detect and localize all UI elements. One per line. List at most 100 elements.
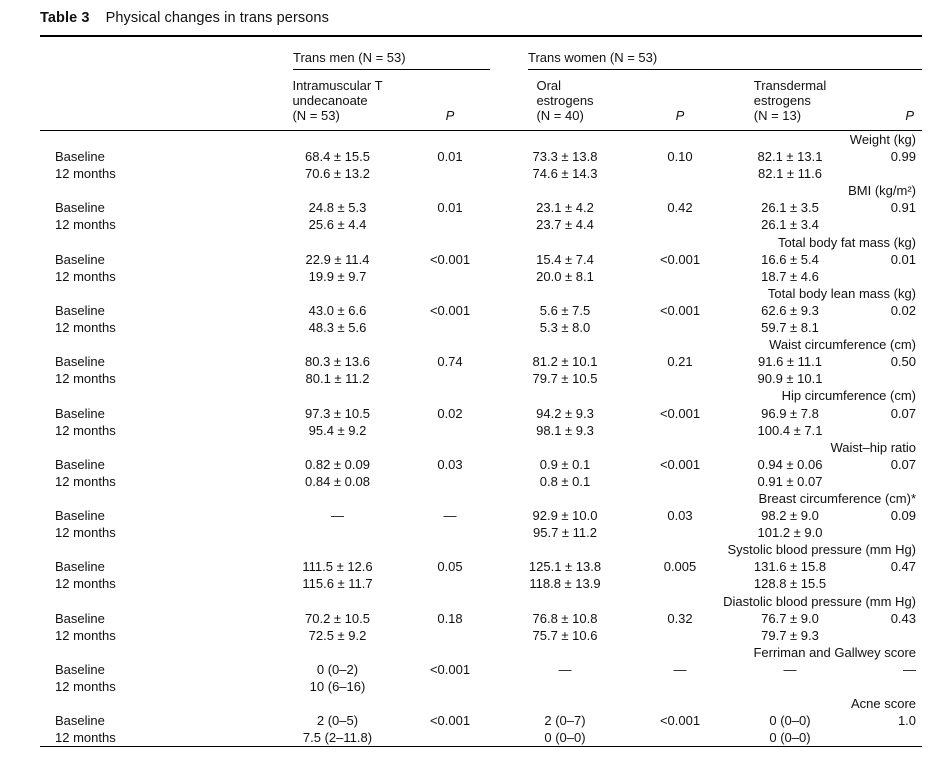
section-label: Breast circumference (cm)* — [758, 490, 917, 506]
section-row: Systolic blood pressure (mm Hg) — [40, 541, 922, 558]
value-cell: 10 (6–16) — [309, 679, 366, 694]
value-cell: 18.7 ± 4.6 — [761, 268, 819, 284]
p-value-cell — [410, 370, 490, 387]
p-value-cell: 0.02 — [437, 405, 463, 421]
value-cell: 0.82 ± 0.09 — [305, 456, 370, 472]
column-header-spacer — [40, 70, 265, 131]
column-header-row: Intramuscular T undecanoate (N = 53) P O… — [40, 70, 923, 131]
p-value-cell — [860, 627, 922, 644]
row-label: Baseline — [55, 149, 105, 165]
table-row: 12 months 19.9 ± 9.7 20.0 ± 8.1 18.7 ± 4.6 — [40, 268, 922, 285]
table-row: Baseline 97.3 ± 10.5 0.02 94.2 ± 9.3 <0.001 9… — [40, 405, 922, 422]
row-label: 12 months — [55, 627, 116, 643]
p-value-cell — [860, 524, 922, 541]
value-cell: 16.6 ± 5.4 — [761, 251, 819, 267]
p-value-cell — [860, 165, 922, 182]
value-cell: 5.6 ± 7.5 — [539, 302, 591, 318]
section-label: Total body fat mass (kg) — [778, 234, 917, 250]
p-value-cell: 0.99 — [890, 149, 917, 165]
value-cell: 70.6 ± 13.2 — [305, 166, 370, 182]
table-row: 12 months 25.6 ± 4.4 23.7 ± 4.4 26.1 ± 3.4 — [40, 216, 922, 233]
p-value-cell — [860, 422, 922, 439]
p-value-cell — [410, 216, 490, 233]
value-cell: 100.4 ± 7.1 — [757, 422, 823, 438]
table-label: Table 3 — [40, 10, 90, 26]
row-label: 12 months — [55, 268, 116, 284]
section-row: Waist–hip ratio — [40, 439, 922, 456]
table-row: Baseline 68.4 ± 15.5 0.01 73.3 ± 13.8 0.10 82… — [40, 148, 922, 165]
row-label: 12 months — [55, 320, 116, 336]
p-value-cell: 0.32 — [667, 610, 693, 626]
p-value-cell: <0.001 — [659, 713, 701, 729]
row-label: 12 months — [55, 371, 116, 387]
row-label: Baseline — [55, 302, 105, 318]
p-value-cell — [410, 729, 490, 747]
table-row: Baseline 80.3 ± 13.6 0.74 81.2 ± 10.1 0.21 91… — [40, 353, 922, 370]
value-cell: 76.7 ± 9.0 — [761, 610, 819, 626]
p-value-cell — [410, 524, 490, 541]
row-label: Baseline — [55, 200, 105, 216]
value-cell: 19.9 ± 9.7 — [308, 268, 367, 284]
p-value-cell — [410, 627, 490, 644]
table-row: 12 months 0.84 ± 0.08 0.8 ± 0.1 0.91 ± 0.07 — [40, 473, 922, 490]
value-cell: 82.1 ± 11.6 — [758, 166, 822, 182]
table-row: Baseline 111.5 ± 12.6 0.05 125.1 ± 13.8 0.00… — [40, 558, 922, 575]
table-row: 12 months 7.5 (2–11.8) 0 (0–0) 0 (0–0) — [40, 729, 922, 747]
section-row: Diastolic blood pressure (mm Hg) — [40, 593, 922, 610]
value-cell: 59.7 ± 8.1 — [761, 320, 819, 336]
p-value-cell: 0.01 — [437, 149, 463, 165]
value-cell: 70.2 ± 10.5 — [305, 610, 370, 626]
section-row: Waist circumference (cm) — [40, 336, 922, 353]
group-header-trans-men-cell: Trans men (N = 53) — [265, 37, 490, 70]
value-cell: 43.0 ± 6.6 — [308, 302, 367, 318]
p-value-cell: <0.001 — [429, 661, 471, 677]
p-value-cell — [860, 729, 922, 747]
value-cell — [720, 678, 860, 695]
table-row: Baseline 0.82 ± 0.09 0.03 0.9 ± 0.1 <0.001 0.… — [40, 456, 922, 473]
section-label: Weight (kg) — [849, 132, 917, 147]
row-label: 12 months — [55, 730, 116, 746]
column-header-p-3: P — [860, 70, 923, 131]
p-value-cell: 0.42 — [667, 200, 693, 216]
value-cell: 72.5 ± 9.2 — [308, 627, 367, 643]
p-value-cell: <0.001 — [659, 456, 701, 472]
value-cell: 95.7 ± 11.2 — [533, 525, 597, 541]
p-value-cell: 0.74 — [437, 354, 463, 370]
row-label: Baseline — [55, 661, 105, 677]
group-header-spacer — [40, 37, 265, 70]
p-value-cell — [410, 319, 490, 336]
row-label: Baseline — [55, 251, 105, 267]
value-cell: 0.9 ± 0.1 — [539, 456, 591, 472]
p-value-cell — [640, 678, 720, 695]
value-cell: 2 (0–7) — [544, 713, 586, 729]
p-value-cell — [640, 319, 720, 336]
value-cell: 125.1 ± 13.8 — [528, 559, 602, 575]
value-cell: 80.1 ± 11.2 — [305, 371, 370, 387]
value-cell: 24.8 ± 5.3 — [308, 200, 367, 216]
p-value-cell: 0.07 — [890, 405, 917, 421]
row-label: Baseline — [55, 456, 105, 472]
value-cell: 23.7 ± 4.4 — [536, 217, 594, 233]
column-header-p-2: P — [640, 70, 720, 131]
table-title: Physical changes in trans persons — [105, 10, 329, 26]
row-label: 12 months — [55, 679, 116, 694]
section-label: Total body lean mass (kg) — [767, 285, 917, 301]
table-caption: Table 3 Physical changes in trans persons — [40, 10, 922, 37]
section-label: Waist circumference (cm) — [769, 337, 917, 353]
value-cell: 0 (0–2) — [316, 661, 359, 677]
value-cell: 20.0 ± 8.1 — [536, 268, 594, 284]
p-value-cell: 0.03 — [437, 456, 463, 472]
p-value-cell — [640, 216, 720, 233]
value-cell: 26.1 ± 3.5 — [761, 200, 819, 216]
value-cell: 2 (0–5) — [316, 713, 359, 729]
p-value-cell — [410, 422, 490, 439]
table-row: 12 months 70.6 ± 13.2 74.6 ± 14.3 82.1 ± 11… — [40, 165, 922, 182]
p-value-cell — [640, 165, 720, 182]
p-value-cell — [410, 165, 490, 182]
value-cell: 96.9 ± 7.8 — [761, 405, 819, 421]
table-row: Baseline — — 92.9 ± 10.0 0.03 98.2 ± 9.0 0.09 — [40, 507, 922, 524]
group-header-trans-women: Trans women (N = 53) — [528, 50, 923, 70]
value-cell: 0 (0–0) — [769, 730, 811, 746]
value-cell: 98.2 ± 9.0 — [761, 508, 819, 524]
column-header-transdermal-estrogens: Transdermal estrogens (N = 13) — [720, 70, 860, 131]
